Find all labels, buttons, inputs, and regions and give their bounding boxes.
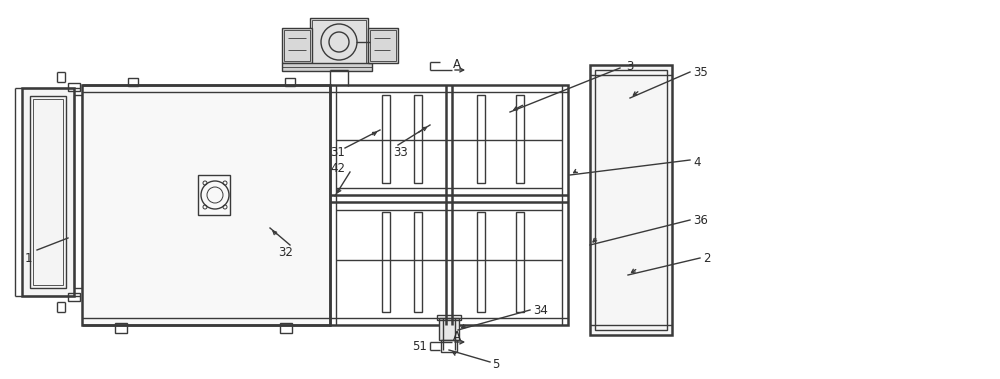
Text: 32: 32 xyxy=(278,246,293,258)
Bar xyxy=(370,30,396,61)
Text: 3: 3 xyxy=(626,60,633,72)
Bar xyxy=(33,99,63,285)
Text: 34: 34 xyxy=(533,304,548,316)
Bar xyxy=(285,78,295,86)
Bar xyxy=(477,212,485,312)
Bar xyxy=(22,88,74,296)
Bar xyxy=(477,95,485,183)
Text: 5: 5 xyxy=(492,359,499,371)
Bar xyxy=(414,212,422,312)
Bar xyxy=(437,315,461,320)
Text: A: A xyxy=(453,330,461,343)
Text: 4: 4 xyxy=(693,157,700,169)
Bar xyxy=(68,293,80,301)
Bar xyxy=(282,63,372,71)
Text: 36: 36 xyxy=(693,213,708,227)
Bar xyxy=(128,78,138,86)
Bar xyxy=(368,28,398,63)
Text: 1: 1 xyxy=(25,252,32,265)
Bar xyxy=(198,175,230,215)
Bar xyxy=(516,95,524,183)
Bar xyxy=(284,30,310,61)
Bar xyxy=(68,83,80,91)
Text: 31: 31 xyxy=(330,146,345,158)
Text: A: A xyxy=(453,58,461,72)
Text: 42: 42 xyxy=(330,161,345,174)
Bar xyxy=(382,212,390,312)
Bar xyxy=(115,323,127,333)
Text: 51: 51 xyxy=(412,340,427,354)
Bar xyxy=(280,323,292,333)
Bar xyxy=(30,96,66,288)
Bar xyxy=(516,212,524,312)
Bar xyxy=(74,95,82,288)
Bar xyxy=(282,28,312,63)
Text: 2: 2 xyxy=(703,252,710,265)
Bar xyxy=(382,95,390,183)
Bar xyxy=(310,18,368,68)
Bar xyxy=(590,65,672,335)
Bar xyxy=(330,85,568,325)
Bar xyxy=(82,85,330,325)
Bar xyxy=(312,20,366,66)
Text: 33: 33 xyxy=(393,146,408,158)
Text: 35: 35 xyxy=(693,66,708,78)
Bar xyxy=(414,95,422,183)
Bar xyxy=(441,340,457,352)
Bar xyxy=(439,318,459,340)
Bar xyxy=(595,70,667,330)
